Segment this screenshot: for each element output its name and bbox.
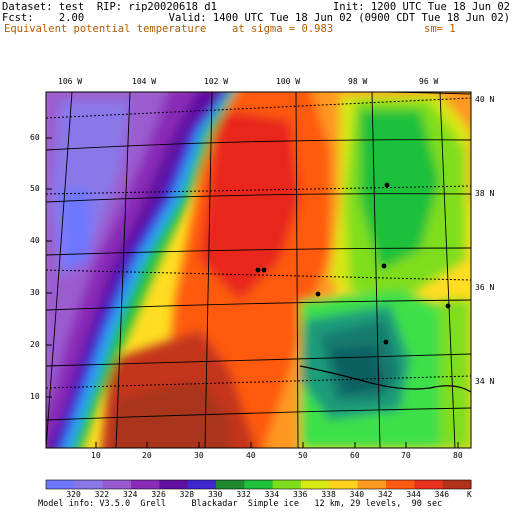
lat-label: 38 N [475, 189, 495, 198]
sigma-level-label: at sigma = 0.983 [232, 23, 334, 35]
colorbar-value-label: 346 [434, 490, 450, 499]
colorbar-value-label: 322 [94, 490, 110, 499]
colorbar-value-label: 342 [378, 490, 393, 499]
colorbar-value-label: 324 [123, 490, 138, 499]
colorbar-value-label: 332 [236, 490, 251, 499]
colorbar-swatch [102, 480, 132, 489]
colorbar-value-label: 338 [321, 490, 336, 499]
city-marker [255, 267, 261, 273]
colorbar-value-label: 336 [293, 490, 308, 499]
colorbar-swatch [187, 480, 217, 489]
city-marker [261, 267, 267, 273]
colorbar-unit: K [467, 490, 472, 499]
colorbar-swatch [357, 480, 387, 489]
grid-y-label: 60 [30, 133, 40, 142]
grid-x-label: 40 [246, 451, 256, 460]
lon-label: 96 W [419, 77, 439, 86]
lat-label: 34 N [475, 377, 495, 386]
grid-x-label: 70 [401, 451, 411, 460]
colorbar-swatch [74, 480, 104, 489]
colorbar-swatch [159, 480, 189, 489]
colorbar-value-label: 326 [151, 490, 166, 499]
grid-y-label: 20 [30, 340, 40, 349]
colorbar-swatch [244, 480, 274, 489]
lon-label: 98 W [348, 77, 368, 86]
colorbar-swatch [46, 480, 75, 489]
city-marker [383, 339, 389, 345]
forecast-label: Fcst: 2.00 [2, 12, 85, 24]
grid-x-label: 10 [91, 451, 101, 460]
map-frame [45, 91, 472, 449]
frame-ticks [46, 137, 459, 448]
colorbar-frame [45, 479, 472, 490]
city-marker [384, 182, 390, 188]
city-marker [381, 263, 387, 269]
colorbar-value-label: 340 [349, 490, 365, 499]
city-marker [315, 291, 321, 297]
lat-label: 40 N [475, 95, 495, 104]
valid-time-label: Valid: 1400 UTC Tue 18 Jun 02 (0900 CDT … [168, 12, 510, 24]
colorbar-swatch [216, 480, 245, 489]
grid-y-label: 40 [30, 236, 40, 245]
grid-x-label: 20 [142, 451, 152, 460]
colorbar-value-label: 328 [179, 490, 195, 499]
grid-y-label: 10 [30, 392, 40, 401]
colorbar-swatch [272, 480, 302, 489]
grid-y-label: 30 [30, 288, 40, 297]
grid-y-label: 50 [30, 184, 40, 193]
init-time-label: Init: 1200 UTC Tue 18 Jun 02 [332, 1, 510, 13]
colorbar-swatch [442, 480, 472, 489]
colorbar-value-label: 330 [208, 490, 223, 499]
lon-label: 104 W [132, 77, 157, 86]
model-info: Model info: V3.5.0 Grell Blackadar Simpl… [38, 499, 443, 509]
grid-x-label: 50 [298, 451, 308, 460]
city-marker [445, 303, 451, 309]
dataset-label: Dataset: test RIP: rip20020618 d1 [2, 1, 217, 13]
colorbar-swatch [131, 480, 160, 489]
colorbar-value-label: 334 [264, 490, 280, 499]
lon-label: 102 W [204, 77, 229, 86]
grid-x-label: 30 [194, 451, 204, 460]
colorbar-swatch [301, 480, 330, 489]
colorbar-swatch [414, 480, 444, 489]
colorbar-value-label: 320 [66, 490, 81, 499]
lat-label: 36 N [475, 283, 495, 292]
lon-label: 100 W [276, 77, 301, 86]
city-markers [255, 182, 451, 345]
colorbar-swatch [329, 480, 359, 489]
colorbar-value-label: 344 [406, 490, 421, 499]
smoothing-label: sm= 1 [424, 23, 456, 35]
map-lines [46, 92, 471, 448]
colorbar [45, 479, 472, 490]
lon-label: 106 W [58, 77, 83, 86]
grid-x-label: 60 [350, 451, 360, 460]
colorbar-swatch [386, 480, 415, 489]
field-title: Equivalent potential temperature [4, 23, 207, 35]
grid-x-label: 80 [453, 451, 463, 460]
